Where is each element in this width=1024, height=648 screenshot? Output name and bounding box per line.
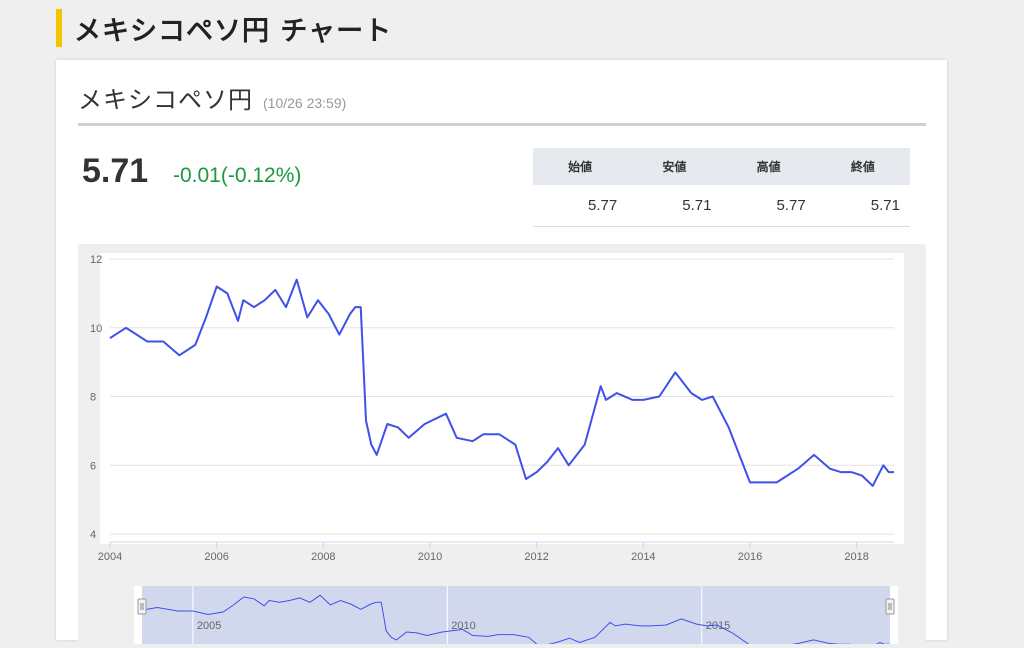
x-tick-label: 2006 bbox=[204, 551, 228, 563]
card-title: メキシコペソ円 (10/26 23:59) bbox=[78, 80, 346, 115]
plot-background bbox=[100, 253, 904, 544]
ohlc-header-row: 始値 安値 高値 終値 bbox=[533, 148, 910, 185]
ohlc-header-low: 安値 bbox=[627, 148, 722, 185]
page-title: メキシコペソ円 チャート bbox=[74, 15, 393, 47]
ohlc-value-low: 5.71 bbox=[627, 185, 722, 227]
y-tick-label: 4 bbox=[90, 529, 96, 541]
x-tick-label: 2008 bbox=[311, 551, 335, 563]
ohlc-header-open: 始値 bbox=[533, 148, 628, 185]
ohlc-table: 始値 安値 高値 終値 5.77 5.71 5.77 5.71 bbox=[533, 148, 910, 227]
price-series-line[interactable] bbox=[109, 278, 894, 487]
y-tick-label: 8 bbox=[90, 392, 96, 404]
heading-accent-bar bbox=[56, 9, 62, 47]
x-tick-label: 2016 bbox=[738, 551, 762, 563]
y-tick-label: 12 bbox=[90, 254, 102, 266]
x-tick-label: 2004 bbox=[98, 551, 122, 563]
current-price: 5.71 bbox=[82, 152, 149, 190]
ohlc-value-close: 5.71 bbox=[815, 185, 910, 227]
navigator-left-handle[interactable] bbox=[137, 598, 147, 615]
ohlc-value-high: 5.77 bbox=[721, 185, 816, 227]
price-change: -0.01(-0.12%) bbox=[173, 164, 302, 187]
ohlc-header-close: 終値 bbox=[815, 148, 910, 185]
y-tick-label: 10 bbox=[90, 323, 102, 335]
navigator-tick-label: 2005 bbox=[197, 620, 221, 632]
x-tick-label: 2012 bbox=[524, 551, 548, 563]
title-divider bbox=[78, 123, 926, 126]
ohlc-header-high: 高値 bbox=[721, 148, 816, 185]
ohlc-value-open: 5.77 bbox=[533, 185, 628, 227]
chart-card: メキシコペソ円 (10/26 23:59) 5.71 -0.01(-0.12%)… bbox=[56, 60, 947, 648]
navigator-right-handle[interactable] bbox=[885, 598, 895, 615]
price-line-chart[interactable]: 4 6 8 10 12 2004 2006 2008 2010 2012 2014 2016 2018 2… bbox=[78, 244, 926, 648]
quote-timestamp: (10/26 23:59) bbox=[263, 95, 347, 111]
chart-area: 4 6 8 10 12 2004 2006 2008 2010 2012 2014 2016 2018 2… bbox=[78, 244, 926, 648]
x-tick-label: 2014 bbox=[631, 551, 655, 563]
currency-pair-title: メキシコペソ円 bbox=[78, 86, 253, 114]
y-tick-label: 6 bbox=[90, 460, 96, 472]
page-heading: メキシコペソ円 チャート bbox=[56, 8, 392, 48]
x-tick-label: 2010 bbox=[418, 551, 442, 563]
ohlc-value-row: 5.77 5.71 5.77 5.71 bbox=[533, 185, 910, 227]
x-tick-label: 2018 bbox=[844, 551, 868, 563]
